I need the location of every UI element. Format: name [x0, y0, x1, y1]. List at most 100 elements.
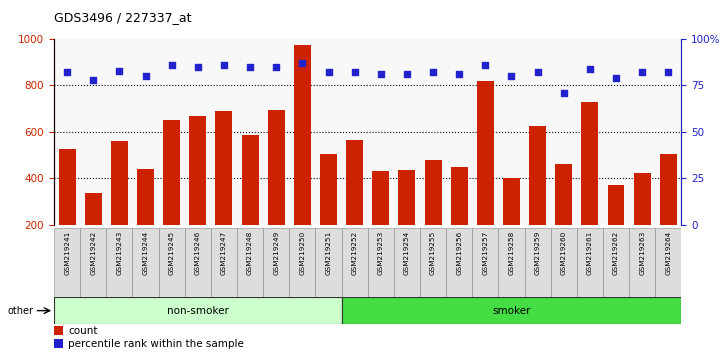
- Bar: [477, 81, 494, 271]
- Bar: [524, 228, 551, 297]
- Point: [532, 69, 544, 75]
- Bar: [107, 228, 133, 297]
- Bar: [446, 228, 472, 297]
- Bar: [80, 228, 107, 297]
- Bar: [660, 154, 677, 271]
- Bar: [159, 228, 185, 297]
- Bar: [555, 164, 572, 271]
- Point: [270, 64, 282, 70]
- Bar: [237, 228, 263, 297]
- Text: GSM219245: GSM219245: [169, 231, 174, 275]
- Bar: [577, 228, 603, 297]
- Bar: [211, 228, 237, 297]
- Bar: [342, 228, 368, 297]
- Bar: [425, 160, 441, 271]
- Bar: [498, 228, 524, 297]
- Point: [192, 64, 203, 70]
- Text: GSM219263: GSM219263: [639, 231, 645, 275]
- Bar: [216, 111, 232, 271]
- Text: GSM219247: GSM219247: [221, 231, 227, 275]
- Bar: [190, 116, 206, 271]
- Text: GSM219257: GSM219257: [482, 231, 488, 275]
- Text: non-smoker: non-smoker: [167, 306, 229, 316]
- Bar: [399, 170, 415, 271]
- Bar: [451, 167, 468, 271]
- Bar: [472, 228, 498, 297]
- Point: [114, 68, 125, 73]
- Text: GSM219243: GSM219243: [116, 231, 123, 275]
- Text: GSM219248: GSM219248: [247, 231, 253, 275]
- Text: GSM219246: GSM219246: [195, 231, 201, 275]
- Text: GSM219241: GSM219241: [64, 231, 70, 275]
- Text: GSM219251: GSM219251: [325, 231, 332, 275]
- Bar: [289, 228, 316, 297]
- Bar: [420, 228, 446, 297]
- Point: [505, 73, 517, 79]
- Text: GSM219261: GSM219261: [587, 231, 593, 275]
- Bar: [54, 228, 80, 297]
- Text: count: count: [68, 326, 97, 336]
- Point: [244, 64, 256, 70]
- Bar: [54, 339, 63, 348]
- Bar: [267, 110, 285, 271]
- Point: [637, 69, 648, 75]
- Point: [610, 75, 622, 81]
- Point: [584, 66, 596, 72]
- Point: [166, 62, 177, 68]
- Bar: [320, 154, 337, 271]
- Bar: [111, 141, 128, 271]
- Point: [140, 73, 151, 79]
- Bar: [185, 228, 211, 297]
- Point: [401, 72, 412, 77]
- Text: other: other: [7, 306, 33, 316]
- Point: [296, 60, 308, 66]
- Point: [479, 62, 491, 68]
- Point: [349, 69, 360, 75]
- Text: smoker: smoker: [492, 306, 531, 316]
- Bar: [655, 228, 681, 297]
- Bar: [242, 135, 259, 271]
- Text: percentile rank within the sample: percentile rank within the sample: [68, 339, 244, 349]
- Point: [428, 69, 439, 75]
- Text: GSM219264: GSM219264: [665, 231, 671, 275]
- Bar: [54, 326, 63, 335]
- Bar: [54, 297, 342, 324]
- Text: GSM219250: GSM219250: [299, 231, 306, 275]
- Point: [87, 77, 99, 82]
- Bar: [603, 228, 629, 297]
- Point: [558, 90, 570, 96]
- Text: GSM219244: GSM219244: [143, 231, 149, 275]
- Bar: [368, 228, 394, 297]
- Bar: [346, 140, 363, 271]
- Bar: [58, 149, 76, 271]
- Bar: [503, 178, 520, 271]
- Text: GSM219258: GSM219258: [508, 231, 515, 275]
- Text: GDS3496 / 227337_at: GDS3496 / 227337_at: [54, 11, 192, 24]
- Bar: [342, 297, 681, 324]
- Bar: [529, 126, 546, 271]
- Bar: [315, 228, 342, 297]
- Point: [61, 69, 73, 75]
- Text: GSM219260: GSM219260: [561, 231, 567, 275]
- Bar: [629, 228, 655, 297]
- Point: [663, 69, 674, 75]
- Bar: [394, 228, 420, 297]
- Bar: [551, 228, 577, 297]
- Text: GSM219262: GSM219262: [613, 231, 619, 275]
- Bar: [294, 45, 311, 271]
- Bar: [608, 185, 624, 271]
- Bar: [581, 102, 598, 271]
- Bar: [163, 120, 180, 271]
- Bar: [263, 228, 289, 297]
- Text: GSM219253: GSM219253: [378, 231, 384, 275]
- Text: GSM219256: GSM219256: [456, 231, 462, 275]
- Bar: [137, 169, 154, 271]
- Text: GSM219259: GSM219259: [534, 231, 541, 275]
- Text: GSM219249: GSM219249: [273, 231, 279, 275]
- Text: GSM219242: GSM219242: [90, 231, 97, 275]
- Point: [218, 62, 230, 68]
- Text: GSM219255: GSM219255: [430, 231, 436, 275]
- Point: [323, 69, 335, 75]
- Bar: [85, 193, 102, 271]
- Bar: [133, 228, 159, 297]
